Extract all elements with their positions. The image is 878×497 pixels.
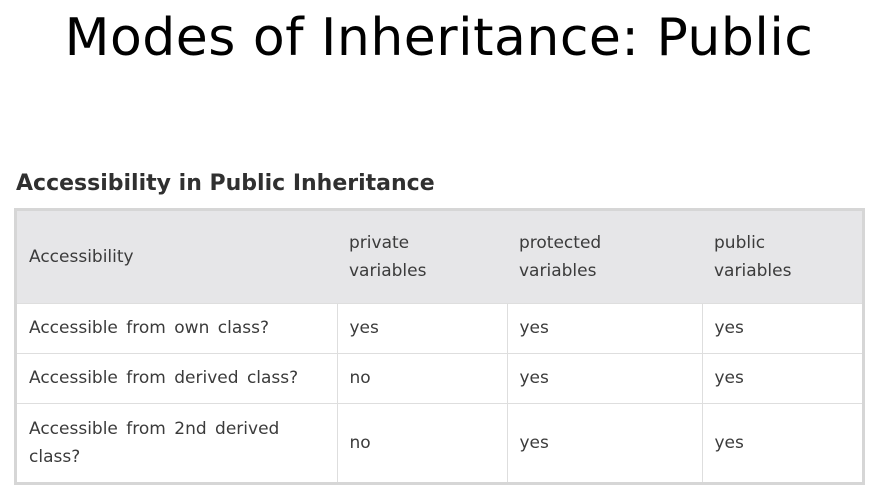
cell-public: yes: [701, 303, 862, 353]
table-row-2nd-derived-class: Accessible from 2nd derived class? no ye…: [17, 403, 862, 482]
header-protected-line1: protected: [519, 232, 602, 253]
table-body: Accessible from own class? yes yes yes A…: [17, 303, 862, 482]
header-private-line1: private: [349, 232, 410, 253]
header-public-line2: variables: [714, 260, 792, 281]
table-header-row: Accessibility private variables protecte…: [17, 211, 862, 303]
cell-private: no: [336, 403, 507, 482]
header-protected-variables: protected variables: [507, 211, 702, 303]
row-label-line2: class?: [29, 446, 81, 467]
header-protected-line2: variables: [519, 260, 597, 281]
table-row-derived-class: Accessible from derived class? no yes ye…: [17, 353, 862, 403]
cell-protected: yes: [506, 403, 702, 482]
row-label: Accessible from derived class?: [29, 368, 299, 388]
cell-private: no: [336, 353, 507, 403]
table-row-own-class: Accessible from own class? yes yes yes: [17, 303, 862, 353]
slide-title: Modes of Inheritance: Public: [64, 8, 814, 68]
cell-protected: yes: [506, 353, 702, 403]
row-label: Accessible from 2nd derived class?: [17, 403, 337, 482]
row-label: Accessible from own class?: [29, 318, 269, 338]
accessibility-table-container: Accessibility private variables protecte…: [14, 208, 865, 485]
header-private-line2: variables: [349, 260, 427, 281]
header-public-variables: public variables: [702, 211, 862, 303]
header-accessibility: Accessibility: [29, 246, 134, 267]
section-heading: Accessibility in Public Inheritance: [16, 171, 435, 196]
accessibility-table: Accessibility private variables protecte…: [17, 211, 862, 482]
cell-protected: yes: [506, 303, 702, 353]
row-label-line1: Accessible from 2nd derived: [29, 418, 280, 439]
header-public-line1: public: [714, 232, 766, 253]
cell-public: yes: [701, 403, 862, 482]
cell-public: yes: [701, 353, 862, 403]
header-private-variables: private variables: [337, 211, 507, 303]
cell-private: yes: [336, 303, 507, 353]
table-header: Accessibility private variables protecte…: [17, 211, 862, 303]
